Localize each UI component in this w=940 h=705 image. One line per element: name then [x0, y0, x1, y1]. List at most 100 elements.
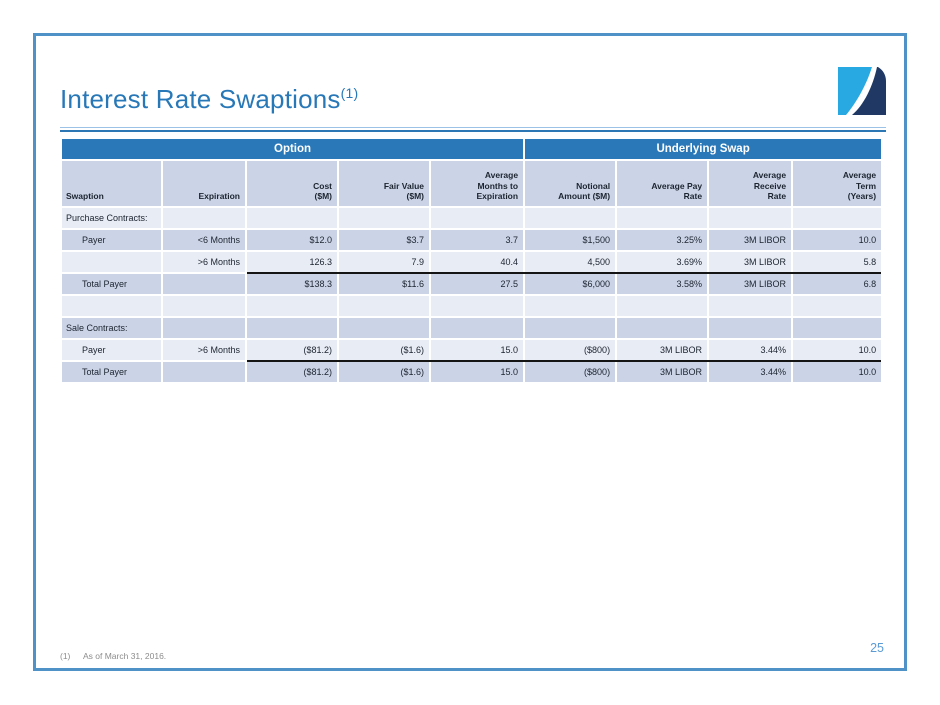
table-cell: 126.3	[247, 252, 337, 272]
title-underline-rule	[60, 127, 886, 132]
table-cell: 3.44%	[709, 362, 792, 382]
table-cell: ($81.2)	[247, 362, 337, 382]
table-cell: Sale Contracts:	[62, 318, 161, 338]
table-cell: Total Payer	[62, 362, 161, 382]
table-cell	[339, 296, 429, 316]
table-cell: 3M LIBOR	[617, 340, 708, 360]
table-cell	[709, 318, 792, 338]
table-cell	[339, 318, 429, 338]
table-cell: $1,500	[525, 230, 616, 250]
group-header-option: Option	[62, 139, 524, 159]
table-cell: $12.0	[247, 230, 337, 250]
table-cell	[525, 296, 616, 316]
table-cell	[793, 318, 882, 338]
footnote-text: As of March 31, 2016.	[83, 651, 167, 661]
table-cell	[62, 252, 161, 272]
table-cell: <6 Months	[163, 230, 245, 250]
table-cell	[431, 296, 524, 316]
table-cell: 3.44%	[709, 340, 792, 360]
table-cell: 40.4	[431, 252, 524, 272]
table-row-purchase-contracts-section: Purchase Contracts:	[62, 208, 882, 228]
table-cell	[247, 318, 337, 338]
footnote-marker: (1)	[60, 651, 71, 661]
table-cell: >6 Months	[163, 340, 245, 360]
table-cell	[247, 296, 337, 316]
total-row-top-rule-purchase	[247, 272, 881, 274]
table-cell	[709, 296, 792, 316]
column-header-cost: Cost ($M)	[247, 161, 337, 206]
table-cell: Purchase Contracts:	[62, 208, 161, 228]
table-cell	[793, 296, 882, 316]
table-row-sale-contracts-section: Sale Contracts:	[62, 318, 882, 338]
table-cell	[163, 208, 245, 228]
table-cell: 5.8	[793, 252, 882, 272]
table-cell	[793, 208, 882, 228]
table-cell: 10.0	[793, 340, 882, 360]
table-cell: 15.0	[431, 362, 524, 382]
column-header-fair-value: Fair Value ($M)	[339, 161, 429, 206]
table-cell: ($800)	[525, 340, 616, 360]
table-cell: 6.8	[793, 274, 882, 294]
column-header-swaption: Swaption	[62, 161, 161, 206]
table-cell: 4,500	[525, 252, 616, 272]
table-cell	[163, 318, 245, 338]
table-cell	[431, 208, 524, 228]
table-cell: $11.6	[339, 274, 429, 294]
table-row-payer-sale: Payer >6 Months ($81.2) ($1.6) 15.0 ($80…	[62, 340, 882, 360]
table-cell: ($800)	[525, 362, 616, 382]
table-cell: Payer	[62, 340, 161, 360]
column-header-avg-receive-rate: Average Receive Rate	[709, 161, 792, 206]
company-logo-icon	[838, 67, 886, 115]
page-number: 25	[870, 641, 884, 655]
table-cell: Payer	[62, 230, 161, 250]
table-cell	[525, 318, 616, 338]
table-cell	[163, 296, 245, 316]
footnote: (1) As of March 31, 2016.	[60, 651, 166, 661]
table-cell: 3M LIBOR	[709, 252, 792, 272]
table-row-total-payer-purchase: Total Payer $138.3 $11.6 27.5 $6,000 3.5…	[62, 274, 882, 294]
table-cell	[709, 208, 792, 228]
table-cell: ($1.6)	[339, 340, 429, 360]
table-cell	[617, 318, 708, 338]
table-cell: Total Payer	[62, 274, 161, 294]
group-header-row: Option Underlying Swap	[62, 139, 882, 159]
column-header-avg-months: Average Months to Expiration	[431, 161, 524, 206]
table-cell	[247, 208, 337, 228]
table-cell: 3.69%	[617, 252, 708, 272]
column-header-row: Swaption Expiration Cost ($M) Fair Value…	[62, 161, 882, 206]
table-row-payer-gt6: >6 Months 126.3 7.9 40.4 4,500 3.69% 3M …	[62, 252, 882, 272]
total-row-top-rule-sale	[247, 360, 881, 362]
table-cell	[617, 296, 708, 316]
column-header-avg-term: Average Term (Years)	[793, 161, 882, 206]
table-cell	[339, 208, 429, 228]
swaptions-table: Option Underlying Swap Swaption Expirati…	[60, 137, 884, 384]
table-row-spacer	[62, 296, 882, 316]
table-cell: 10.0	[793, 230, 882, 250]
table-cell: 3M LIBOR	[709, 230, 792, 250]
table-cell: $3.7	[339, 230, 429, 250]
table-cell: 3.7	[431, 230, 524, 250]
group-header-underlying-swap: Underlying Swap	[525, 139, 882, 159]
table-cell	[617, 208, 708, 228]
column-header-notional-amount: Notional Amount ($M)	[525, 161, 616, 206]
table-cell: 3.58%	[617, 274, 708, 294]
page-title-footnote-ref: (1)	[340, 85, 359, 101]
table-cell: 3M LIBOR	[709, 274, 792, 294]
table-cell: 27.5	[431, 274, 524, 294]
column-header-expiration: Expiration	[163, 161, 245, 206]
table-cell	[163, 362, 245, 382]
table-cell: $138.3	[247, 274, 337, 294]
table-cell: 3.25%	[617, 230, 708, 250]
table-row-payer-lt6: Payer <6 Months $12.0 $3.7 3.7 $1,500 3.…	[62, 230, 882, 250]
table-cell: 3M LIBOR	[617, 362, 708, 382]
table-cell: 15.0	[431, 340, 524, 360]
table-cell	[431, 318, 524, 338]
column-header-avg-pay-rate: Average Pay Rate	[617, 161, 708, 206]
table-row-total-payer-sale: Total Payer ($81.2) ($1.6) 15.0 ($800) 3…	[62, 362, 882, 382]
table-cell: 10.0	[793, 362, 882, 382]
table-cell	[163, 274, 245, 294]
table-cell: >6 Months	[163, 252, 245, 272]
table-cell: ($81.2)	[247, 340, 337, 360]
table-cell	[525, 208, 616, 228]
